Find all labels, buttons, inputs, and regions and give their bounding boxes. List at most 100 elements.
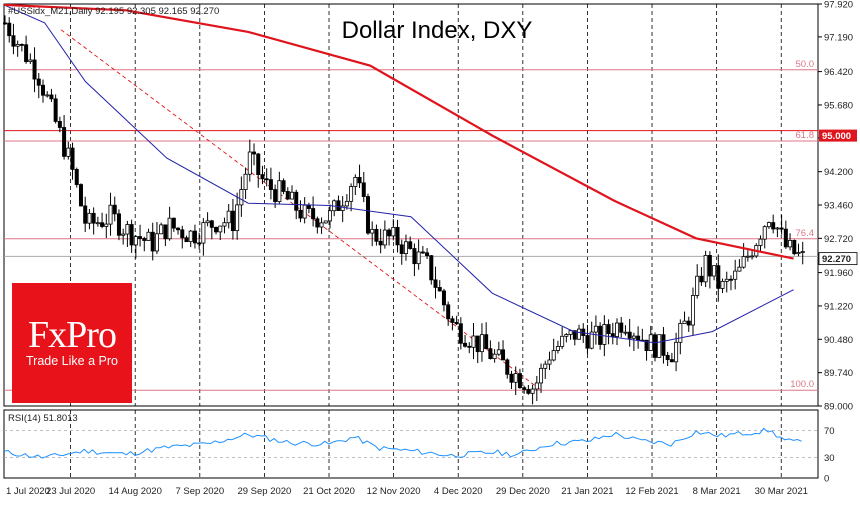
- candle-body: [3, 22, 8, 25]
- candle-body: [370, 228, 375, 234]
- candle-body: [218, 225, 223, 233]
- candle-body: [57, 121, 62, 128]
- price-tick-label: 92.720: [824, 234, 853, 245]
- rsi-line: [3, 427, 802, 459]
- fib-level-label: 100.0: [790, 379, 814, 390]
- candle-body: [365, 196, 370, 234]
- candle-body: [766, 222, 771, 228]
- candle-body: [463, 342, 468, 347]
- candle-body: [95, 222, 100, 225]
- candle-body: [496, 349, 501, 355]
- candle-body: [403, 241, 408, 254]
- logo-wordmark: FxPro: [28, 314, 117, 356]
- candle-body: [192, 230, 197, 244]
- candle-body: [294, 191, 299, 211]
- candle-body: [699, 275, 704, 283]
- candle-body: [214, 226, 219, 233]
- candle-body: [695, 275, 700, 296]
- candle-body: [707, 255, 712, 277]
- candle-body: [762, 226, 767, 240]
- candle-body: [336, 200, 341, 211]
- candle-body: [661, 334, 666, 356]
- candle-body: [285, 191, 290, 200]
- candle-body: [420, 251, 425, 254]
- candle-body: [636, 335, 641, 341]
- candle-body: [745, 255, 750, 258]
- price-tick-label: 91.220: [824, 301, 853, 312]
- candle-body: [256, 153, 261, 176]
- candle-body: [327, 210, 332, 222]
- candle-body: [395, 226, 400, 246]
- candle-body: [547, 359, 552, 365]
- candle-body: [382, 229, 387, 246]
- candle-body: [475, 335, 480, 353]
- candle-body: [100, 222, 105, 227]
- candle-body: [593, 325, 598, 333]
- candle-body: [758, 238, 763, 246]
- rsi-panel-frame: [3, 409, 819, 479]
- candle-body: [391, 226, 396, 237]
- candle-body: [471, 335, 476, 348]
- candle-body: [83, 205, 88, 224]
- candle-body: [399, 244, 404, 254]
- candle-body: [91, 212, 96, 224]
- candle-body: [674, 341, 679, 363]
- logo-tagline: Trade Like a Pro: [26, 354, 118, 368]
- candle-body: [230, 210, 235, 232]
- price-tick-label: 96.420: [824, 67, 853, 78]
- candle-body: [66, 147, 71, 157]
- candle-body: [281, 180, 286, 192]
- last-price-tag: [818, 252, 858, 266]
- date-tick-label: 12 Nov 2020: [367, 486, 421, 497]
- candle-body: [247, 151, 252, 175]
- candle-body: [416, 251, 421, 265]
- candle-body: [374, 228, 379, 242]
- date-tick-label: 29 Sep 2020: [237, 486, 291, 497]
- candle-body: [323, 220, 328, 224]
- price-panel-frame: [3, 3, 819, 407]
- candle-body: [724, 278, 729, 282]
- candle-body: [450, 318, 455, 323]
- candle-body: [551, 350, 556, 361]
- candle-body: [602, 324, 607, 345]
- candle-body: [344, 200, 349, 207]
- date-tick-label: 7 Sep 2020: [176, 486, 225, 497]
- date-tick-label: 14 Aug 2020: [109, 486, 162, 497]
- chart-title: Dollar Index, DXY: [342, 17, 533, 44]
- candle-body: [564, 334, 569, 337]
- candle-body: [615, 322, 620, 337]
- candle-body: [513, 373, 518, 383]
- rsi-tick-label: 70: [824, 426, 835, 437]
- candle-body: [239, 189, 244, 206]
- candle-body: [28, 59, 33, 63]
- candle-body: [543, 363, 548, 369]
- candle-body: [484, 334, 489, 350]
- price-tick-label: 90.480: [824, 335, 853, 346]
- candle-body: [49, 94, 54, 100]
- candle-body: [741, 256, 746, 268]
- price-tick-label: 94.200: [824, 167, 853, 178]
- candle-body: [24, 44, 29, 63]
- candle-body: [201, 222, 206, 244]
- price-tick-label: 95.680: [824, 100, 853, 111]
- candle-body: [188, 230, 193, 243]
- candle-body: [268, 179, 273, 190]
- candle-body: [682, 320, 687, 324]
- candle-body: [454, 322, 459, 325]
- candle-body: [775, 227, 780, 230]
- candle-body: [690, 295, 695, 326]
- candle-body: [425, 252, 430, 257]
- candle-body: [669, 359, 674, 363]
- candle-body: [652, 334, 657, 358]
- candle-body: [361, 182, 366, 197]
- fxpro-logo: FxPro Trade Like a Pro: [12, 283, 132, 403]
- candle-body: [62, 127, 67, 157]
- candle-body: [517, 373, 522, 389]
- candle-body: [222, 222, 227, 227]
- date-tick-label: 1 Jul 2020: [6, 486, 50, 497]
- fib-level-label: 76.4: [796, 228, 815, 239]
- candle-body: [492, 353, 497, 360]
- date-tick-label: 23 Jul 2020: [46, 486, 95, 497]
- candle-body: [505, 359, 510, 375]
